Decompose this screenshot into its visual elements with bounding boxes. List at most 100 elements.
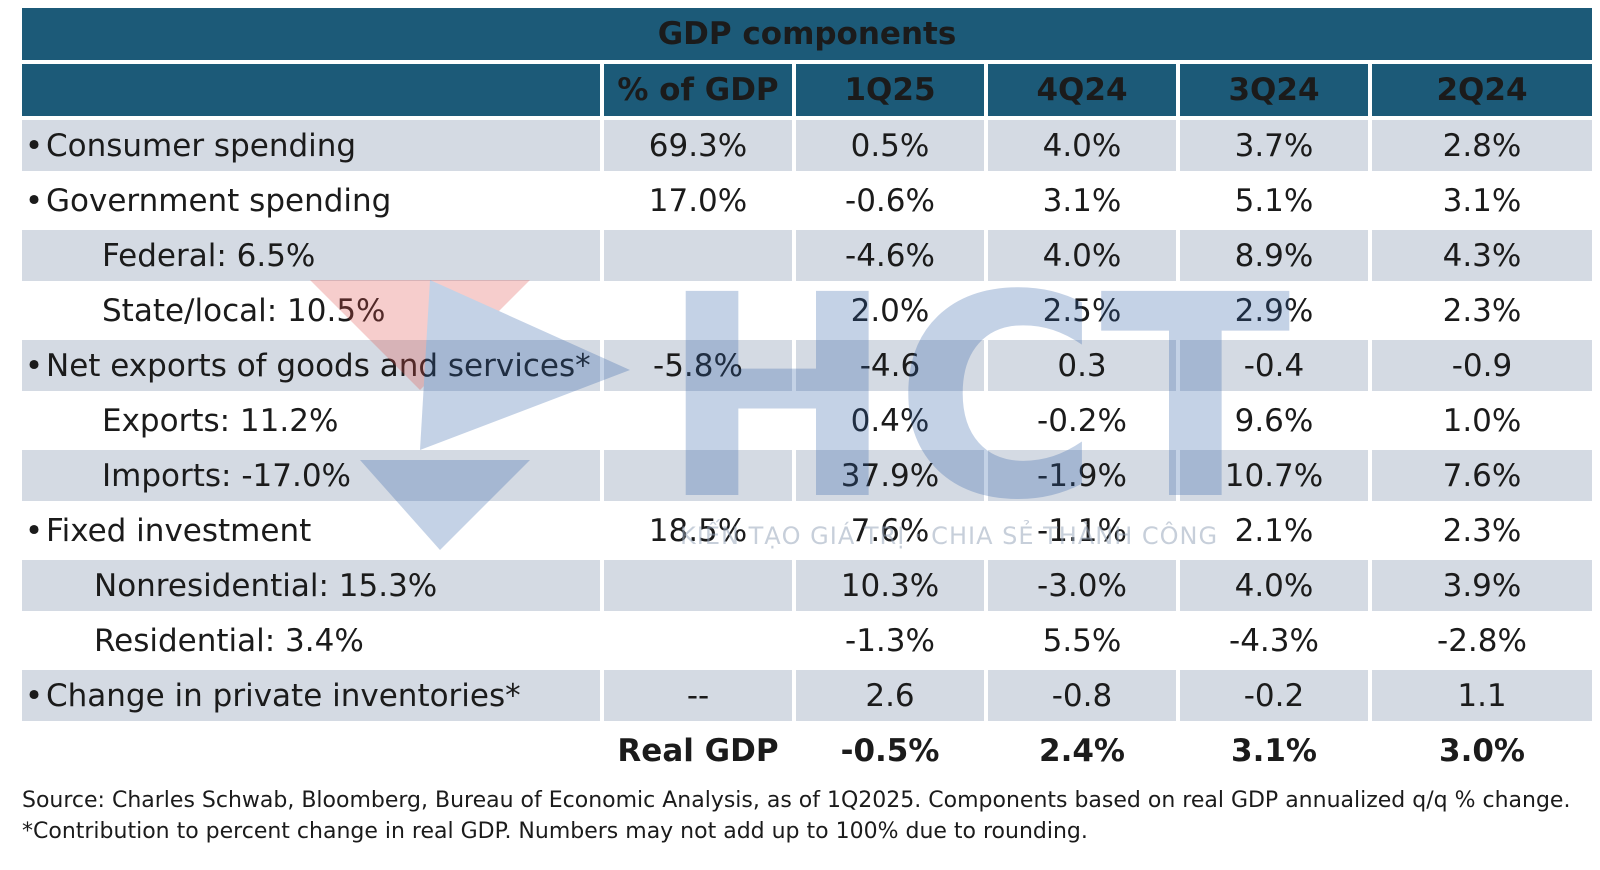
row-label: Fixed investment (46, 512, 312, 549)
value-cell: 5.5% (988, 615, 1180, 670)
value-cell: -0.4 (1180, 340, 1372, 395)
table-title: GDP components (22, 8, 1592, 64)
column-header-share: % of GDP (604, 64, 796, 120)
value-cell: 2.8% (1372, 120, 1592, 175)
table-row: •Government spending 17.0% -0.6% 3.1% 5.1% 3.… (22, 175, 1592, 230)
value-cell: -0.2% (988, 395, 1180, 450)
value-cell: -4.6% (796, 230, 988, 285)
bullet-icon: • (24, 182, 44, 219)
value-cell: 0.5% (796, 120, 988, 175)
row-label: Imports: -17.0% (102, 457, 351, 494)
value-cell: -4.6 (796, 340, 988, 395)
share-of-gdp-cell (604, 230, 796, 285)
column-header-4q24: 4Q24 (988, 64, 1180, 120)
value-cell: -4.3% (1180, 615, 1372, 670)
column-header-3q24: 3Q24 (1180, 64, 1372, 120)
value-cell: 2.6 (796, 670, 988, 725)
value-cell: 2.9% (1180, 285, 1372, 340)
gdp-table-container: GDP components % of GDP 1Q25 4Q24 3Q24 2… (22, 8, 1592, 780)
table-body: •Consumer spending 69.3% 0.5% 4.0% 3.7% 2.8% •… (22, 120, 1592, 780)
share-of-gdp-cell (604, 560, 796, 615)
value-cell: 3.1% (1372, 175, 1592, 230)
value-cell: 3.9% (1372, 560, 1592, 615)
total-label: Real GDP (604, 725, 796, 780)
value-cell: 2.3% (1372, 285, 1592, 340)
value-cell: -0.6% (796, 175, 988, 230)
row-label-cell: •Change in private inventories* (22, 670, 604, 725)
value-cell: 9.6% (1180, 395, 1372, 450)
source-note: Source: Charles Schwab, Bloomberg, Burea… (22, 788, 1571, 844)
value-cell: 2.1% (1180, 505, 1372, 560)
bullet-icon: • (24, 347, 44, 384)
row-label: State/local: 10.5% (102, 292, 386, 329)
row-label-cell: •Consumer spending (22, 120, 604, 175)
column-header-1q25: 1Q25 (796, 64, 988, 120)
table-row: Imports: -17.0% 37.9% -1.9% 10.7% 7.6% (22, 450, 1592, 505)
value-cell: -2.8% (1372, 615, 1592, 670)
table-row: Federal: 6.5% -4.6% 4.0% 8.9% 4.3% (22, 230, 1592, 285)
total-value-cell: 2.4% (988, 725, 1180, 780)
row-label-cell: Nonresidential: 15.3% (22, 560, 604, 615)
value-cell: 4.0% (988, 120, 1180, 175)
value-cell: 10.3% (796, 560, 988, 615)
value-cell: -0.2 (1180, 670, 1372, 725)
row-label: Residential: 3.4% (94, 622, 364, 659)
value-cell: -1.9% (988, 450, 1180, 505)
value-cell: 2.3% (1372, 505, 1592, 560)
share-of-gdp-cell (604, 450, 796, 505)
value-cell: 1.1 (1372, 670, 1592, 725)
value-cell: 10.7% (1180, 450, 1372, 505)
value-cell: 8.9% (1180, 230, 1372, 285)
row-label: Change in private inventories* (46, 677, 521, 714)
share-of-gdp-cell: 18.5% (604, 505, 796, 560)
share-of-gdp-cell: -5.8% (604, 340, 796, 395)
value-cell: 37.9% (796, 450, 988, 505)
value-cell: 2.5% (988, 285, 1180, 340)
total-row: Real GDP -0.5% 2.4% 3.1% 3.0% (22, 725, 1592, 780)
total-blank-cell (22, 725, 604, 780)
share-of-gdp-cell (604, 615, 796, 670)
row-label: Federal: 6.5% (102, 237, 316, 274)
value-cell: -1.1% (988, 505, 1180, 560)
value-cell: 2.0% (796, 285, 988, 340)
row-label-cell: •Net exports of goods and services* (22, 340, 604, 395)
table-row: •Change in private inventories* -- 2.6 -0.8… (22, 670, 1592, 725)
value-cell: -3.0% (988, 560, 1180, 615)
value-cell: 7.6% (1372, 450, 1592, 505)
row-label-cell: •Government spending (22, 175, 604, 230)
share-of-gdp-cell (604, 285, 796, 340)
share-of-gdp-cell: 69.3% (604, 120, 796, 175)
share-of-gdp-cell (604, 395, 796, 450)
gdp-components-table: GDP components % of GDP 1Q25 4Q24 3Q24 2… (22, 8, 1592, 780)
table-row: Exports: 11.2% 0.4% -0.2% 9.6% 1.0% (22, 395, 1592, 450)
value-cell: 3.1% (988, 175, 1180, 230)
table-row: •Consumer spending 69.3% 0.5% 4.0% 3.7% 2.8% (22, 120, 1592, 175)
row-label: Exports: 11.2% (102, 402, 339, 439)
table-row: Nonresidential: 15.3% 10.3% -3.0% 4.0% 3.9% (22, 560, 1592, 615)
bullet-icon: • (24, 677, 44, 714)
row-label-cell: Exports: 11.2% (22, 395, 604, 450)
row-label: Nonresidential: 15.3% (94, 567, 438, 604)
row-label: Government spending (46, 182, 392, 219)
value-cell: -0.9 (1372, 340, 1592, 395)
column-header-row: % of GDP 1Q25 4Q24 3Q24 2Q24 (22, 64, 1592, 120)
row-label-cell: Imports: -17.0% (22, 450, 604, 505)
value-cell: 4.0% (988, 230, 1180, 285)
row-label-cell: •Fixed investment (22, 505, 604, 560)
value-cell: -0.8 (988, 670, 1180, 725)
total-value-cell: 3.0% (1372, 725, 1592, 780)
value-cell: -1.3% (796, 615, 988, 670)
bullet-icon: • (24, 127, 44, 164)
total-value-cell: 3.1% (1180, 725, 1372, 780)
column-header-label (22, 64, 604, 120)
value-cell: 3.7% (1180, 120, 1372, 175)
share-of-gdp-cell: -- (604, 670, 796, 725)
value-cell: 0.3 (988, 340, 1180, 395)
table-row: Residential: 3.4% -1.3% 5.5% -4.3% -2.8% (22, 615, 1592, 670)
value-cell: 4.3% (1372, 230, 1592, 285)
value-cell: 4.0% (1180, 560, 1372, 615)
share-of-gdp-cell: 17.0% (604, 175, 796, 230)
value-cell: 0.4% (796, 395, 988, 450)
row-label: Consumer spending (46, 127, 357, 164)
total-value-cell: -0.5% (796, 725, 988, 780)
